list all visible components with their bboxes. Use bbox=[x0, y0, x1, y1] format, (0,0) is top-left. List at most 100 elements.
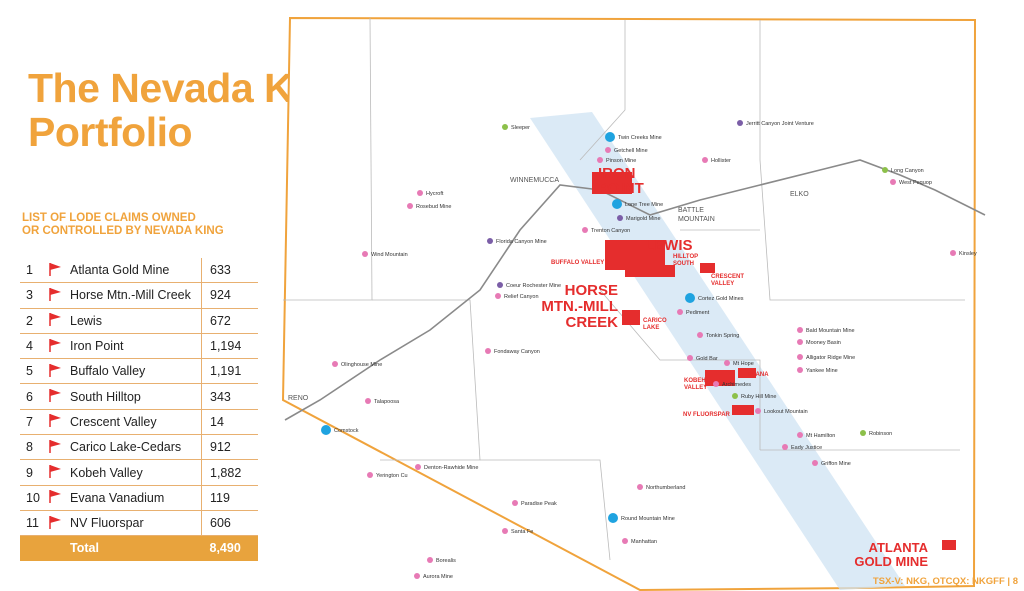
mine-dot bbox=[797, 339, 803, 345]
flag-cell bbox=[48, 510, 70, 537]
mine-dot bbox=[502, 124, 508, 130]
mine-label: Florida Canyon Mine bbox=[496, 239, 547, 245]
flag-icon bbox=[49, 414, 61, 428]
mine-dot bbox=[737, 120, 743, 126]
mine-dot bbox=[797, 354, 803, 360]
val-cell: 8,490 bbox=[201, 535, 258, 561]
mine-dot bbox=[890, 179, 896, 185]
claim-row: 4 Iron Point 1,194 bbox=[20, 333, 258, 360]
val-cell: 924 bbox=[201, 282, 258, 309]
flag-icon bbox=[49, 465, 61, 479]
name-cell: Iron Point bbox=[70, 333, 202, 360]
flag-cell bbox=[48, 409, 70, 436]
mine-label: Yankee Mine bbox=[806, 368, 838, 374]
project-label: CREEK bbox=[565, 314, 618, 331]
project-label: BUFFALO VALLEY bbox=[551, 260, 604, 266]
flag-icon bbox=[49, 515, 61, 529]
town-label: RENO bbox=[288, 395, 309, 402]
project-label: ATLANTA bbox=[869, 540, 929, 555]
mine-dot bbox=[497, 282, 503, 288]
num-cell: 10 bbox=[20, 485, 48, 511]
project-label: SOUTH bbox=[673, 261, 694, 267]
claim-row: 3 Horse Mtn.-Mill Creek 924 bbox=[20, 282, 258, 309]
mine-label: Griffon Mine bbox=[821, 461, 851, 467]
mine-dot bbox=[687, 355, 693, 361]
mine-label: Denton-Rawhide Mine bbox=[424, 465, 478, 471]
num-cell: 2 bbox=[20, 308, 48, 334]
project-label: LAKE bbox=[643, 325, 659, 331]
subtitle-line: LIST OF LODE CLAIMS OWNED bbox=[22, 212, 196, 224]
mine-dot bbox=[365, 398, 371, 404]
flag-icon bbox=[49, 439, 61, 453]
mine-dot bbox=[617, 215, 623, 221]
project-label: GOLD MINE bbox=[854, 554, 928, 569]
mine-dot bbox=[697, 332, 703, 338]
mine-dot bbox=[414, 573, 420, 579]
num-cell: 5 bbox=[20, 358, 48, 385]
val-cell: 343 bbox=[201, 383, 258, 410]
project-label: POINT bbox=[598, 180, 644, 197]
num-cell: 11 bbox=[20, 510, 48, 537]
project-label: CARICO bbox=[643, 318, 667, 324]
mine-label: Comstock bbox=[334, 428, 359, 434]
mine-dot bbox=[812, 460, 818, 466]
project-label: VALLEY bbox=[684, 385, 707, 391]
mine-label: Mooney Basin bbox=[806, 340, 841, 346]
flag-icon bbox=[49, 313, 61, 327]
claims-table: 1 Atlanta Gold Mine 633 3 Horse Mtn.-Mill Cr… bbox=[20, 258, 258, 561]
mine-label: Archimedes bbox=[722, 382, 751, 388]
mine-label: Northumberland bbox=[646, 485, 685, 491]
num-cell: 6 bbox=[20, 383, 48, 410]
claim-row: 11 NV Fluorspar 606 bbox=[20, 510, 258, 537]
mine-dot bbox=[724, 360, 730, 366]
project-label: MTN.-MILL bbox=[541, 298, 618, 315]
town-label: ELKO bbox=[790, 191, 809, 198]
name-cell: Carico Lake-Cedars bbox=[70, 434, 202, 461]
project-label: CRESCENT bbox=[711, 274, 744, 280]
name-cell: Atlanta Gold Mine bbox=[70, 258, 202, 284]
flag-cell bbox=[48, 383, 70, 410]
trend-band bbox=[530, 112, 905, 590]
mine-label: Wind Mountain bbox=[371, 252, 408, 258]
mine-dot bbox=[882, 167, 888, 173]
flag-cell bbox=[48, 459, 70, 486]
mine-dot bbox=[685, 293, 695, 303]
mine-label: Santa Fe bbox=[511, 529, 533, 535]
mine-label: Pediment bbox=[686, 310, 710, 316]
mine-label: Tonkin Spring bbox=[706, 333, 739, 339]
mine-dot bbox=[797, 432, 803, 438]
name-cell: Lewis bbox=[70, 308, 202, 334]
mine-dot bbox=[677, 309, 683, 315]
mine-label: Lone Tree Mine bbox=[625, 202, 663, 208]
mine-label: Robinson bbox=[869, 431, 892, 437]
footer: TSX-V: NKG, OTCQX: NKGFF | 8 bbox=[872, 576, 1018, 587]
flag-cell bbox=[48, 535, 70, 561]
mine-label: Relief Canyon bbox=[504, 294, 539, 300]
mine-dot bbox=[637, 484, 643, 490]
val-cell: 633 bbox=[201, 258, 258, 284]
mine-label: Twin Creeks Mine bbox=[618, 135, 662, 141]
mine-label: Trenton Canyon bbox=[591, 228, 630, 234]
num-cell: 7 bbox=[20, 409, 48, 436]
mine-label: Olinghouse Mine bbox=[341, 362, 382, 368]
mine-dot bbox=[797, 367, 803, 373]
flag-cell bbox=[48, 282, 70, 309]
name-cell: Crescent Valley bbox=[70, 409, 202, 436]
val-cell: 912 bbox=[201, 434, 258, 461]
mine-label: Alligator Ridge Mine bbox=[806, 355, 855, 361]
title-line: Portfolio bbox=[28, 109, 193, 155]
county-lines bbox=[283, 17, 965, 561]
project-label: KOBEH bbox=[684, 378, 706, 384]
mine-label: Lookout Mountain bbox=[764, 409, 808, 415]
claim-row: 7 Crescent Valley 14 bbox=[20, 409, 258, 436]
mine-label: Long Canyon bbox=[891, 168, 924, 174]
town-label: WINNEMUCCA bbox=[510, 177, 559, 184]
mine-dot bbox=[732, 393, 738, 399]
claim-row: 5 Buffalo Valley 1,191 bbox=[20, 358, 258, 385]
mine-label: Sleeper bbox=[511, 125, 530, 131]
name-cell: Evana Vanadium bbox=[70, 485, 202, 511]
mine-label: Rosebud Mine bbox=[416, 204, 451, 210]
mine-dot bbox=[367, 472, 373, 478]
flag-cell bbox=[48, 308, 70, 334]
mine-dot bbox=[512, 500, 518, 506]
